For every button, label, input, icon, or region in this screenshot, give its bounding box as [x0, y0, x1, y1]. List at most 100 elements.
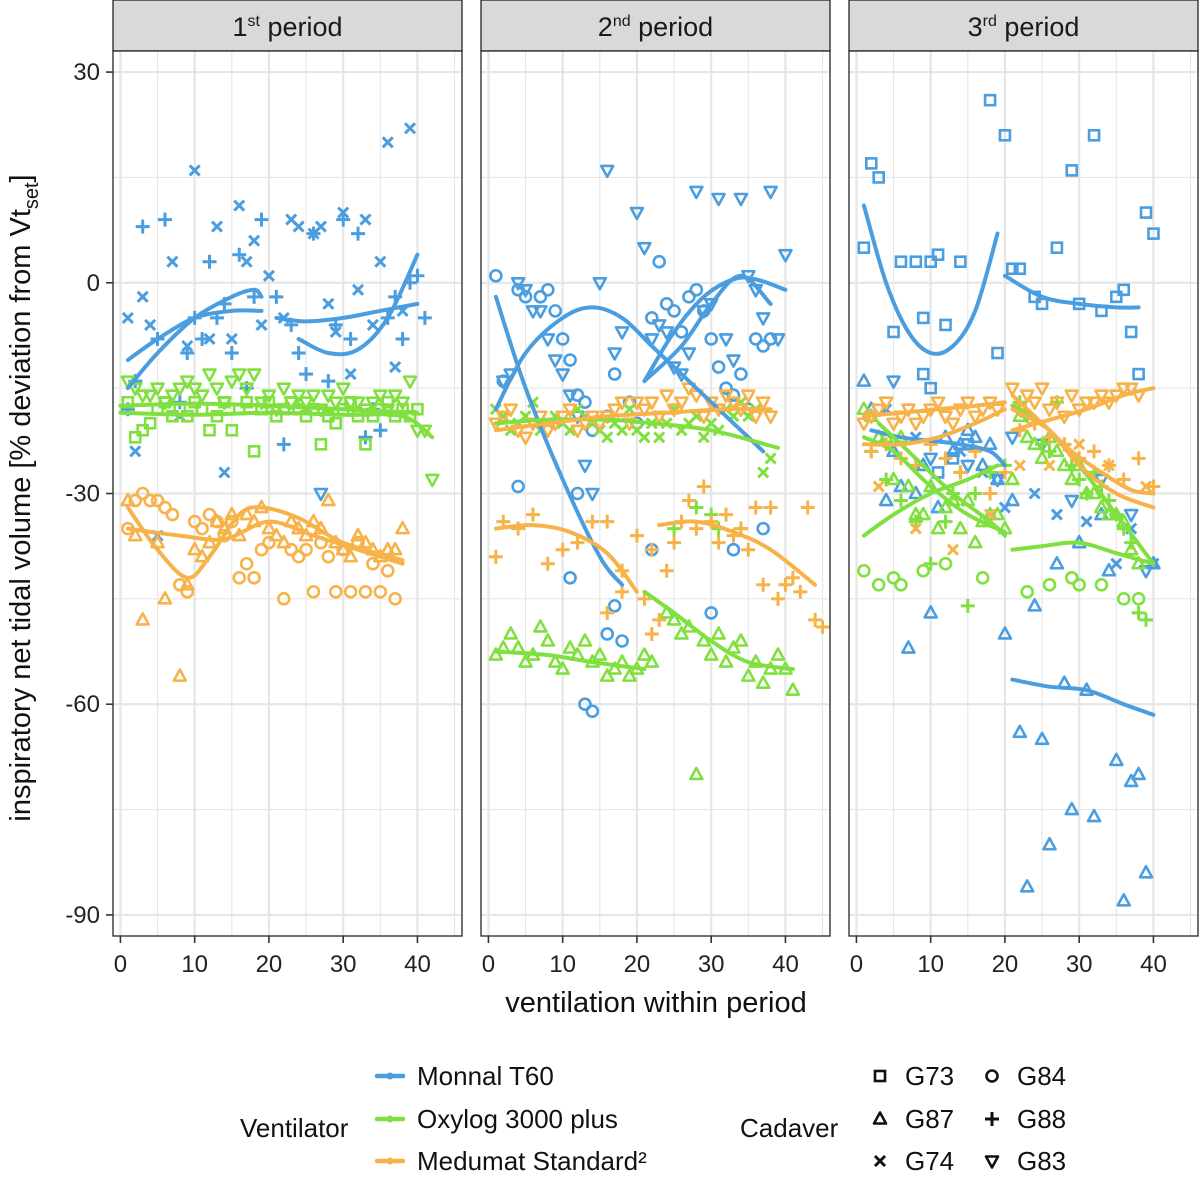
data-point — [321, 374, 336, 389]
data-point — [607, 661, 622, 675]
data-point — [1027, 598, 1042, 612]
data-point — [1102, 459, 1115, 472]
legend-item-g73: G73 — [873, 1061, 954, 1091]
data-point — [233, 199, 246, 212]
data-point — [225, 332, 238, 346]
trend-line-medumat-standard — [1010, 407, 1156, 510]
data-point — [785, 682, 801, 696]
data-point — [667, 535, 682, 550]
data-point — [343, 548, 358, 563]
data-point — [135, 219, 150, 234]
legend-item-g87: G87 — [872, 1104, 954, 1134]
data-point — [165, 507, 180, 522]
data-point — [998, 128, 1012, 142]
data-point — [1123, 508, 1139, 523]
data-point — [276, 534, 292, 549]
data-point — [335, 541, 351, 556]
y-tick-label: 30 — [73, 59, 100, 86]
data-point — [644, 333, 660, 347]
data-point — [172, 668, 188, 682]
data-point — [232, 247, 247, 262]
legend-key-shape — [984, 1155, 1000, 1169]
data-point — [1116, 592, 1131, 606]
data-point — [939, 318, 952, 332]
facet-strip — [848, 0, 1199, 52]
data-point — [638, 431, 651, 444]
data-point — [726, 542, 741, 557]
data-point — [291, 549, 306, 564]
data-point — [886, 570, 901, 585]
data-point — [570, 424, 585, 439]
data-point — [908, 514, 923, 529]
legend-key-shape — [985, 1112, 999, 1126]
data-point — [915, 506, 931, 521]
facet-strip — [480, 0, 831, 52]
trend-line-medumat-standard — [861, 400, 1007, 419]
data-point — [225, 423, 239, 437]
data-point — [756, 521, 770, 536]
data-point — [373, 389, 388, 403]
legend-label: G87 — [905, 1104, 954, 1134]
data-point — [1006, 262, 1019, 276]
data-point — [488, 549, 503, 564]
trend-line-medumat-standard — [1010, 393, 1156, 496]
data-point — [1049, 555, 1065, 570]
data-point — [181, 339, 194, 353]
legend-label: G73 — [905, 1061, 954, 1091]
data-point — [659, 297, 674, 311]
legend-label: Monnal T60 — [417, 1061, 554, 1091]
y-tick-label: -30 — [65, 481, 100, 508]
legend-title-cadaver: Cadaver — [740, 1113, 839, 1143]
data-point — [908, 485, 924, 500]
data-point — [871, 403, 887, 418]
data-point — [763, 185, 778, 200]
data-point — [540, 556, 555, 571]
data-point — [202, 368, 217, 382]
data-point — [857, 563, 871, 578]
data-point — [562, 403, 578, 418]
data-point — [909, 522, 922, 535]
legend-item-g74: G74 — [873, 1146, 954, 1176]
data-point — [1094, 499, 1109, 514]
trend-line-medumat-standard — [861, 407, 1007, 447]
data-point — [1117, 283, 1131, 297]
trend-line-monnal-t60 — [125, 287, 264, 391]
trend-line-medumat-standard — [657, 519, 818, 587]
legend-label: G83 — [1017, 1146, 1066, 1176]
data-point — [607, 347, 622, 361]
data-point — [667, 304, 681, 318]
x-tick-label: 40 — [772, 951, 799, 978]
data-point — [757, 466, 770, 479]
data-point — [893, 493, 908, 508]
data-point — [511, 283, 525, 297]
data-point — [540, 333, 556, 347]
data-point — [930, 520, 946, 535]
data-point — [503, 403, 519, 418]
data-point — [1019, 389, 1035, 403]
legend-item-oxylog-3000-plus: Oxylog 3000 plus — [374, 1104, 618, 1134]
data-point — [187, 382, 202, 396]
data-point — [719, 507, 734, 522]
data-point — [488, 647, 504, 661]
data-point — [659, 326, 674, 340]
data-point — [143, 493, 157, 508]
facet-panel-1: 1st period 0 10 20 30 40 — [112, 0, 463, 978]
data-point — [755, 396, 771, 410]
data-point — [144, 318, 157, 331]
data-point — [276, 382, 292, 396]
data-point — [1131, 605, 1146, 620]
data-point — [298, 396, 314, 410]
data-point — [726, 396, 741, 410]
data-point — [135, 486, 150, 501]
data-point — [651, 319, 667, 333]
data-point — [748, 654, 764, 668]
data-point — [533, 305, 548, 319]
data-point — [351, 283, 365, 296]
x-tick-label: 30 — [330, 951, 357, 978]
facet-title: 3rd period — [968, 12, 1080, 42]
data-point — [733, 192, 749, 207]
y-tick-label: 0 — [87, 270, 100, 297]
data-point — [284, 542, 299, 557]
data-point — [1034, 382, 1050, 396]
data-point — [291, 346, 306, 361]
